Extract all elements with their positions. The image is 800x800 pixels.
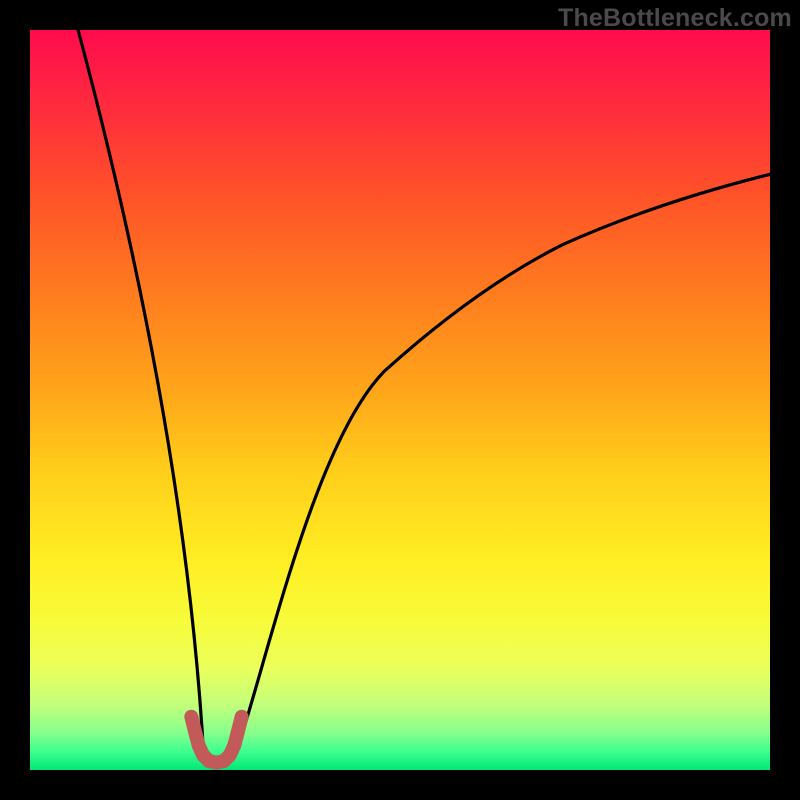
chart-frame: TheBottleneck.com: [0, 0, 800, 800]
bottleneck-chart: [0, 0, 800, 800]
